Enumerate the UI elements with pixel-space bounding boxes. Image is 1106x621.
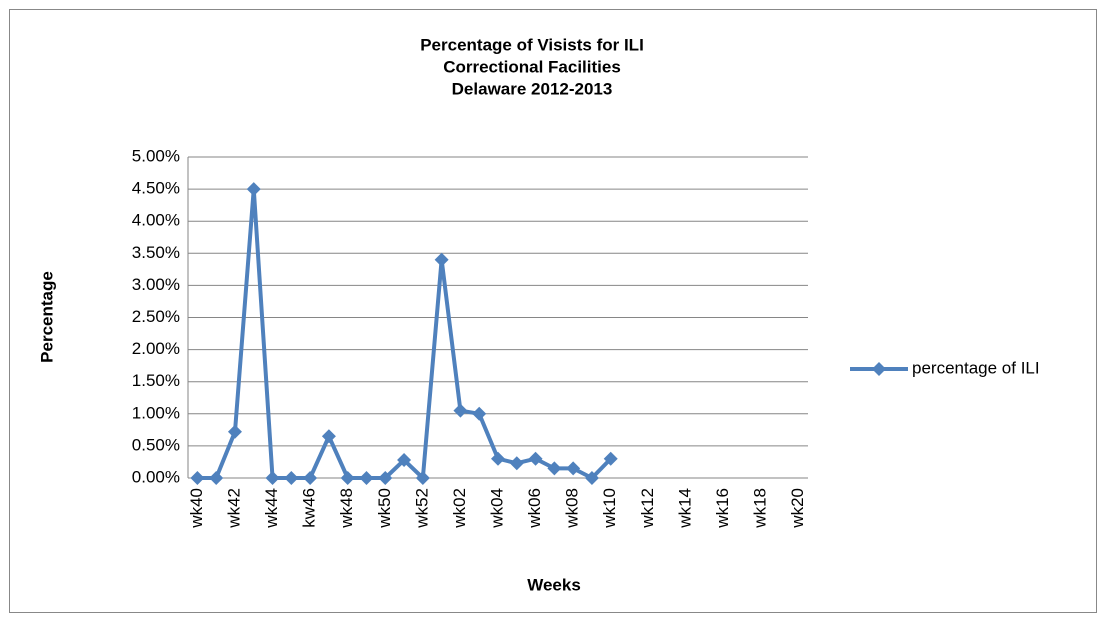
y-tick-label: 0.00% (132, 467, 180, 486)
data-point (397, 453, 412, 468)
data-point (547, 461, 562, 476)
x-tick-label: wk16 (713, 488, 732, 529)
data-point (321, 429, 336, 444)
x-tick-label: wk44 (262, 488, 281, 529)
data-point (303, 471, 318, 485)
data-point (209, 471, 224, 485)
y-tick-label: 5.00% (132, 146, 180, 165)
x-tick-label: wk04 (487, 488, 506, 529)
data-point (415, 471, 430, 485)
x-axis-title: Weeks (527, 575, 581, 594)
chart-title: Correctional Facilities (443, 57, 621, 76)
x-tick-label: wk48 (337, 488, 356, 529)
x-tick-label: wk10 (600, 488, 619, 529)
y-tick-label: 4.50% (132, 179, 180, 198)
chart-title: Delaware 2012-2013 (452, 79, 613, 98)
data-point (340, 471, 355, 485)
x-tick-label: wk42 (224, 488, 243, 529)
data-point (190, 471, 205, 485)
y-tick-label: 2.00% (132, 339, 180, 358)
y-tick-label: 4.00% (132, 211, 180, 230)
y-tick-label: 1.50% (132, 371, 180, 390)
x-tick-label: wk20 (788, 488, 807, 529)
chart-title: Percentage of Visists for ILI (420, 35, 644, 54)
x-tick-label: wk14 (675, 488, 694, 529)
data-point (434, 252, 449, 267)
x-tick-label: wk18 (751, 488, 770, 529)
x-tick-label: kw46 (300, 488, 319, 528)
data-point (528, 451, 543, 466)
data-point (265, 471, 280, 485)
data-point (566, 461, 581, 476)
x-tick-label: wk50 (375, 488, 394, 529)
x-tick-label: wk40 (187, 488, 206, 529)
y-tick-label: 3.50% (132, 243, 180, 262)
x-tick-label: wk02 (450, 488, 469, 529)
data-point (472, 406, 487, 421)
x-tick-label: wk06 (525, 488, 544, 529)
y-tick-label: 2.50% (132, 307, 180, 326)
x-tick-label: wk52 (412, 488, 431, 529)
data-point (509, 456, 524, 471)
data-point (584, 471, 599, 485)
y-tick-label: 0.50% (132, 435, 180, 454)
y-tick-label: 1.00% (132, 403, 180, 422)
data-point (378, 471, 393, 485)
chart-frame (9, 9, 1097, 613)
legend-marker (872, 362, 886, 376)
data-point (603, 451, 618, 466)
data-point (453, 403, 468, 418)
legend-label: percentage of ILI (912, 358, 1040, 377)
data-point (284, 471, 299, 485)
x-tick-label: wk08 (563, 488, 582, 529)
data-point (246, 182, 261, 197)
data-point (227, 424, 242, 439)
x-tick-label: wk12 (638, 488, 657, 529)
y-axis-title: Percentage (37, 271, 56, 363)
y-tick-label: 3.00% (132, 275, 180, 294)
data-point (491, 451, 505, 466)
data-point (359, 471, 374, 485)
